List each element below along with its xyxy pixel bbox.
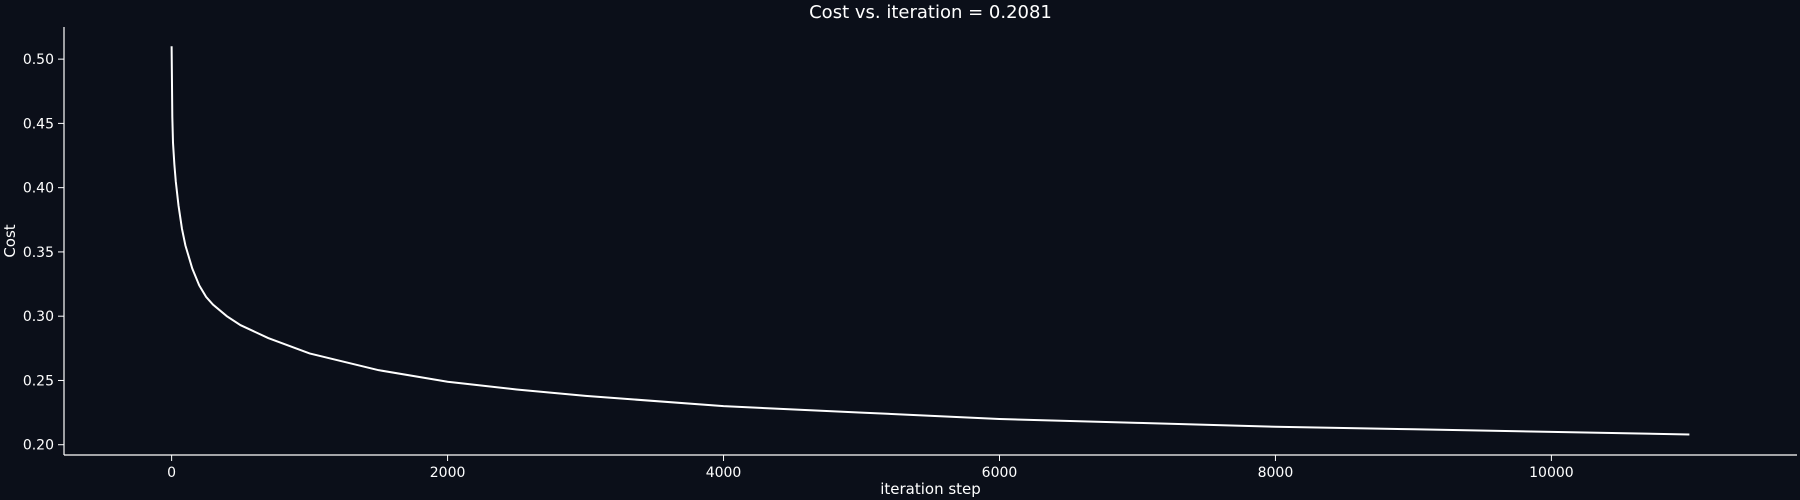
x-tick-label: 8000: [1258, 465, 1294, 481]
y-tick-label: 0.45: [23, 116, 54, 132]
y-tick-label: 0.25: [23, 373, 54, 389]
series-group: [170, 46, 1690, 436]
cost-series-line: [170, 46, 1690, 436]
x-tick-label: 6000: [982, 465, 1018, 481]
y-tick-label: 0.35: [23, 245, 54, 261]
x-axis-title: iteration step: [880, 480, 981, 498]
chart-title: Cost vs. iteration = 0.2081: [809, 2, 1052, 23]
y-axis-title: Cost: [1, 224, 19, 257]
x-tick-label: 4000: [706, 465, 742, 481]
x-tick-label: 0: [167, 465, 176, 481]
y-tick-label: 0.40: [23, 181, 54, 197]
y-tick-label: 0.50: [23, 52, 54, 68]
y-tick-label: 0.30: [23, 309, 54, 325]
x-tick-label: 2000: [430, 465, 466, 481]
x-axis: 0 2000 4000 6000 8000 10000: [64, 454, 1797, 481]
y-tick-label: 0.20: [23, 438, 54, 454]
x-tick-label: 10000: [1529, 465, 1574, 481]
y-axis: 0.20 0.25 0.30 0.35 0.40 0.45 0.50: [23, 27, 65, 455]
